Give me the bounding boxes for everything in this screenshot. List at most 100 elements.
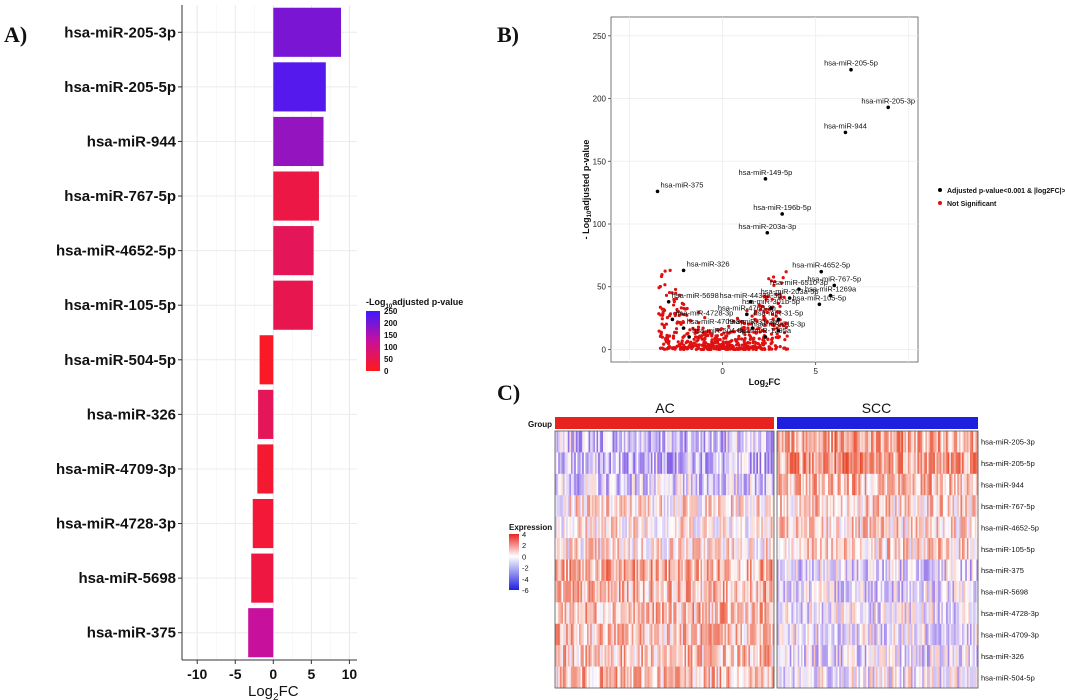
heatmap-cell-ac [721, 580, 724, 603]
heatmap-cell-ac [758, 666, 760, 689]
heatmap-cell-ac [622, 623, 625, 646]
heatmap-cell-scc [903, 623, 905, 646]
volcano-label-hsa-miR-301b-5p: hsa-miR-301b-5p [742, 297, 800, 306]
heatmap-cell-scc [845, 645, 848, 667]
heatmap-cell-scc [957, 666, 960, 689]
heatmap-cell-scc [788, 431, 791, 453]
heatmap-cell-ac [764, 473, 767, 496]
heatmap-cell-scc [939, 452, 942, 475]
heatmap-cell-scc [887, 431, 889, 453]
volcano-point-hsa-miR-31-3p [750, 326, 755, 330]
heatmap-cell-scc [859, 473, 862, 496]
heatmap-cell-ac [705, 538, 708, 560]
heatmap-cell-ac [566, 431, 569, 453]
heatmap-cell-ac [638, 452, 641, 475]
heatmap-cell-ac [599, 666, 602, 689]
heatmap-cell-scc [856, 623, 859, 646]
heatmap-cell-scc [960, 580, 963, 603]
heatmap-cell-ac [719, 559, 722, 582]
heatmap-cell-scc [777, 559, 779, 582]
heatmap-cell-ac [586, 473, 589, 496]
bar-legend-title: -Log10adjusted p-value [366, 297, 463, 310]
volcano-point-ns [660, 307, 664, 311]
heatmap-cell-ac [625, 645, 628, 667]
heatmap-cell-ac [649, 516, 652, 539]
heatmap-cell-scc [944, 473, 947, 496]
heatmap-cell-scc [812, 666, 814, 689]
heatmap-cell-ac [559, 516, 562, 539]
heatmap-cell-ac [630, 580, 633, 603]
heatmap-cell-scc [813, 666, 816, 689]
heatmap-cell-scc [874, 559, 877, 582]
heatmap-cell-ac [727, 473, 730, 496]
heatmap-cell-scc [920, 623, 923, 646]
heatmap-cell-ac [735, 452, 738, 475]
heatmap-cell-scc [818, 495, 821, 517]
heatmap-cell-scc [845, 666, 848, 689]
heatmap-cell-scc [955, 645, 958, 667]
heatmap-cell-ac [583, 516, 586, 539]
heatmap-cell-ac [641, 431, 644, 453]
heatmap-cell-scc [950, 580, 953, 603]
heatmap-cell-ac [761, 473, 764, 496]
heatmap-cell-ac [714, 495, 717, 517]
heatmap-cell-scc [821, 559, 824, 582]
heatmap-cell-scc [871, 666, 874, 689]
panel-label-c: C) [497, 380, 521, 405]
heatmap-cell-scc [836, 452, 838, 475]
heatmap-cell-scc [925, 580, 928, 603]
heatmap-cell-ac [750, 666, 752, 689]
volcano-label-hsa-miR-767-5p: hsa-miR-767-5p [807, 274, 861, 283]
heatmap-cell-ac [570, 559, 573, 582]
heatmap-cell-scc [781, 559, 784, 582]
heatmap-cell-ac [580, 623, 583, 646]
heatmap-cell-scc [960, 516, 963, 539]
heatmap-cell-scc [818, 623, 821, 646]
heatmap-cell-ac [727, 495, 730, 517]
heatmap-cell-ac [732, 495, 735, 517]
heatmap-cell-ac [577, 666, 580, 689]
bar-legend-tick: 50 [384, 355, 393, 364]
volcano-point-hsa-miR-196b-5p [780, 212, 784, 216]
heatmap-cell-ac [583, 580, 586, 603]
heatmap-cell-ac [604, 516, 607, 539]
heatmap-cell-ac [674, 431, 677, 453]
heatmap-cell-ac [671, 516, 674, 539]
heatmap-cell-ac [674, 495, 677, 517]
heatmap-cell-scc [815, 645, 818, 667]
heatmap-cell-ac [721, 452, 724, 475]
heatmap-cell-ac [742, 666, 744, 689]
heatmap-cell-scc [791, 623, 794, 646]
heatmap-cell-ac [689, 452, 692, 475]
heatmap-cell-ac [703, 580, 706, 603]
heatmap-cell-scc [883, 580, 886, 603]
heatmap-cell-scc [805, 431, 808, 453]
heatmap-cell-scc [858, 645, 861, 667]
heatmap-cell-scc [794, 516, 797, 539]
heatmap-cell-scc [812, 495, 814, 517]
heatmap-cell-scc [907, 452, 910, 475]
heatmap-cell-ac [609, 473, 612, 496]
heatmap-cell-ac [770, 516, 773, 539]
heatmap-cell-scc [906, 623, 909, 646]
heatmap-cell-ac [575, 452, 578, 475]
heatmap-cell-ac [694, 452, 696, 475]
volcano-point-ns [757, 326, 761, 330]
volcano-point-ns [772, 324, 776, 328]
heatmap-cell-scc [962, 473, 964, 496]
heatmap-cell-ac [617, 645, 620, 667]
heatmap-cell-scc [828, 645, 830, 667]
heatmap-cell-scc [875, 623, 878, 646]
heatmap-cell-ac [681, 580, 684, 603]
heatmap-cell-ac [558, 666, 561, 689]
heatmap-cell-scc [885, 623, 888, 646]
heatmap-cell-ac [698, 495, 701, 517]
heatmap-cell-scc [931, 452, 934, 475]
heatmap-cell-ac [759, 473, 762, 496]
heatmap-cell-scc [816, 473, 819, 496]
heatmap-cell-ac [566, 452, 569, 475]
heatmap-cell-ac [772, 538, 775, 560]
heatmap-cell-scc [863, 666, 866, 689]
heatmap-cell-ac [746, 431, 749, 453]
heatmap-cell-scc [938, 623, 941, 646]
